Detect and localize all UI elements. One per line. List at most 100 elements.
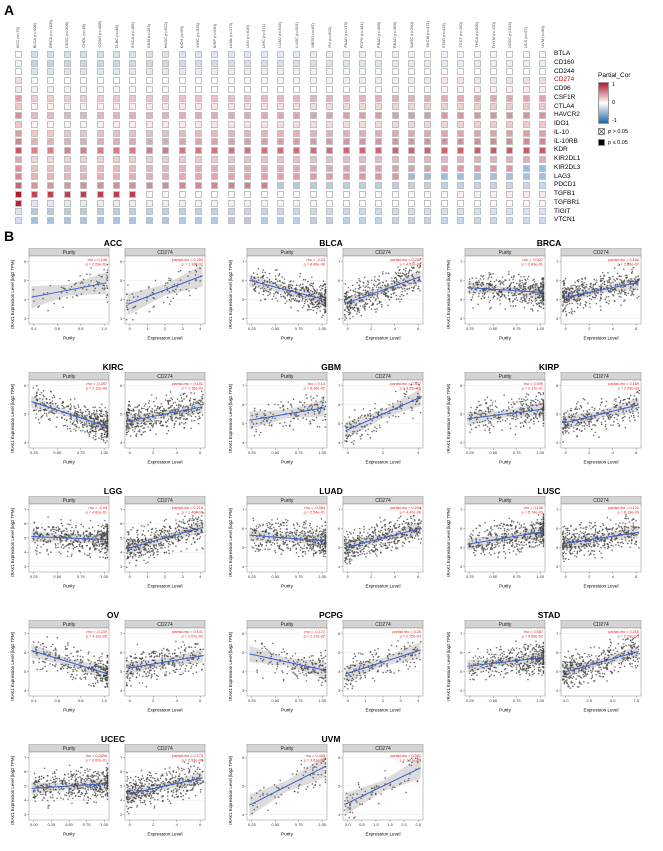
- heatmap-cell: [260, 190, 268, 198]
- heatmap-cell: [244, 217, 252, 225]
- heatmap-cell: [342, 182, 350, 190]
- heatmap-column-label: UVM (n=80): [539, 26, 545, 48]
- heatmap-cell: [276, 182, 284, 190]
- heatmap-cell: [293, 59, 301, 67]
- heatmap-cell: [227, 59, 235, 67]
- heatmap-cell: [194, 182, 202, 190]
- heatmap-cell: [96, 129, 104, 137]
- heatmap-gene-label: KDR: [554, 146, 568, 154]
- heatmap-cell: [293, 182, 301, 190]
- heatmap-row: [10, 85, 551, 94]
- heatmap-cell: [129, 138, 137, 146]
- heatmap-gene-label: KIR2DL3: [554, 163, 581, 171]
- heatmap-cell: [457, 182, 465, 190]
- heatmap-cell: [194, 85, 202, 93]
- heatmap-gene-label: TIGIT: [554, 207, 571, 215]
- heatmap-cell: [194, 112, 202, 120]
- heatmap-gene-label: IL-10RB: [554, 137, 578, 145]
- heatmap-cell: [260, 164, 268, 172]
- heatmap-cell: [293, 112, 301, 120]
- heatmap-cell: [309, 208, 317, 216]
- svg-text:4: 4: [417, 450, 420, 455]
- heatmap-cell: [211, 190, 219, 198]
- svg-text:0.6: 0.6: [54, 326, 60, 331]
- heatmap-cell: [129, 217, 137, 225]
- correlation-annotation: partial.rho = 0.382: [390, 754, 421, 758]
- heatmap-cell: [342, 59, 350, 67]
- heatmap-cell: [162, 199, 170, 207]
- heatmap-gene-label: TGFB1: [554, 190, 575, 197]
- svg-text:4: 4: [24, 440, 27, 445]
- heatmap-cell: [522, 173, 530, 181]
- svg-text:0.75: 0.75: [513, 326, 522, 331]
- cancer-title: STAD: [537, 610, 561, 620]
- svg-text:Expression Level: Expression Level: [366, 460, 401, 465]
- heatmap-cell: [375, 190, 383, 198]
- heatmap-cell: [326, 182, 334, 190]
- heatmap-cell: [244, 138, 252, 146]
- heatmap-cell: [473, 77, 481, 85]
- correlation-annotation: p = 8.36e-02: [304, 387, 325, 391]
- heatmap-cell: [145, 182, 153, 190]
- heatmap-cell: [162, 155, 170, 163]
- heatmap-cell: [309, 68, 317, 76]
- svg-text:6: 6: [120, 259, 123, 264]
- heatmap-cell: [293, 217, 301, 225]
- heatmap-cell: [358, 77, 366, 85]
- heatmap-cell: [276, 50, 284, 58]
- heatmap-cell: [326, 155, 334, 163]
- heatmap-cell: [80, 138, 88, 146]
- heatmap-cell: [457, 94, 465, 102]
- panel-b-label: B: [4, 228, 15, 244]
- heatmap-cell: [326, 129, 334, 137]
- svg-text:6: 6: [460, 383, 463, 388]
- heatmap-cell: [358, 182, 366, 190]
- heatmap-cell: [309, 147, 317, 155]
- cancer-panel-gbm: GBM IRAK1 Expression Level (log2 TPM) Puri…: [226, 362, 427, 465]
- heatmap-cell: [342, 199, 350, 207]
- heatmap-cell: [80, 50, 88, 58]
- heatmap-cell: [539, 68, 547, 76]
- heatmap-cell: [162, 59, 170, 67]
- svg-text:6: 6: [635, 450, 638, 455]
- heatmap-cell: [260, 208, 268, 216]
- heatmap-cell: [244, 103, 252, 111]
- svg-text:0.50: 0.50: [53, 574, 62, 579]
- svg-text:4: 4: [556, 316, 559, 321]
- svg-text:4: 4: [612, 450, 615, 455]
- svg-text:6: 6: [199, 450, 202, 455]
- heatmap-cell: [506, 173, 514, 181]
- svg-text:0.50: 0.50: [271, 326, 280, 331]
- correlation-annotation: p = 8.49e-06: [304, 263, 325, 267]
- y-axis-label: IRAK1 Expression Level (log2 TPM): [10, 632, 15, 701]
- heatmap-cell: [63, 138, 71, 146]
- legend-tick-min: -1: [612, 118, 617, 124]
- heatmap-cell: [244, 147, 252, 155]
- correlation-annotation: rho = 0.099: [524, 382, 543, 386]
- heatmap-cell: [457, 190, 465, 198]
- heatmap-cell: [227, 164, 235, 172]
- heatmap-cell: [309, 190, 317, 198]
- heatmap-cell: [522, 182, 530, 190]
- correlation-annotation: p = 2.11e-08: [86, 387, 107, 391]
- heatmap-cell: [211, 59, 219, 67]
- heatmap-cell: [260, 68, 268, 76]
- legend-sig-label: p ≤ 0.05: [608, 139, 628, 146]
- correlation-annotation: p = 1.40e-06: [182, 511, 203, 515]
- heatmap-cell: [457, 199, 465, 207]
- heatmap-cell: [227, 190, 235, 198]
- svg-text:4: 4: [176, 450, 179, 455]
- heatmap-cell: [276, 59, 284, 67]
- heatmap-cell: [178, 147, 186, 155]
- correlation-annotation: partial.rho = 0.281: [390, 258, 421, 262]
- heatmap-cell: [473, 94, 481, 102]
- heatmap-cell: [260, 138, 268, 146]
- cancer-title: LGG: [103, 486, 123, 496]
- heatmap-cell: [457, 68, 465, 76]
- heatmap-cell: [490, 94, 498, 102]
- heatmap-cell: [293, 190, 301, 198]
- heatmap-cell: [129, 120, 137, 128]
